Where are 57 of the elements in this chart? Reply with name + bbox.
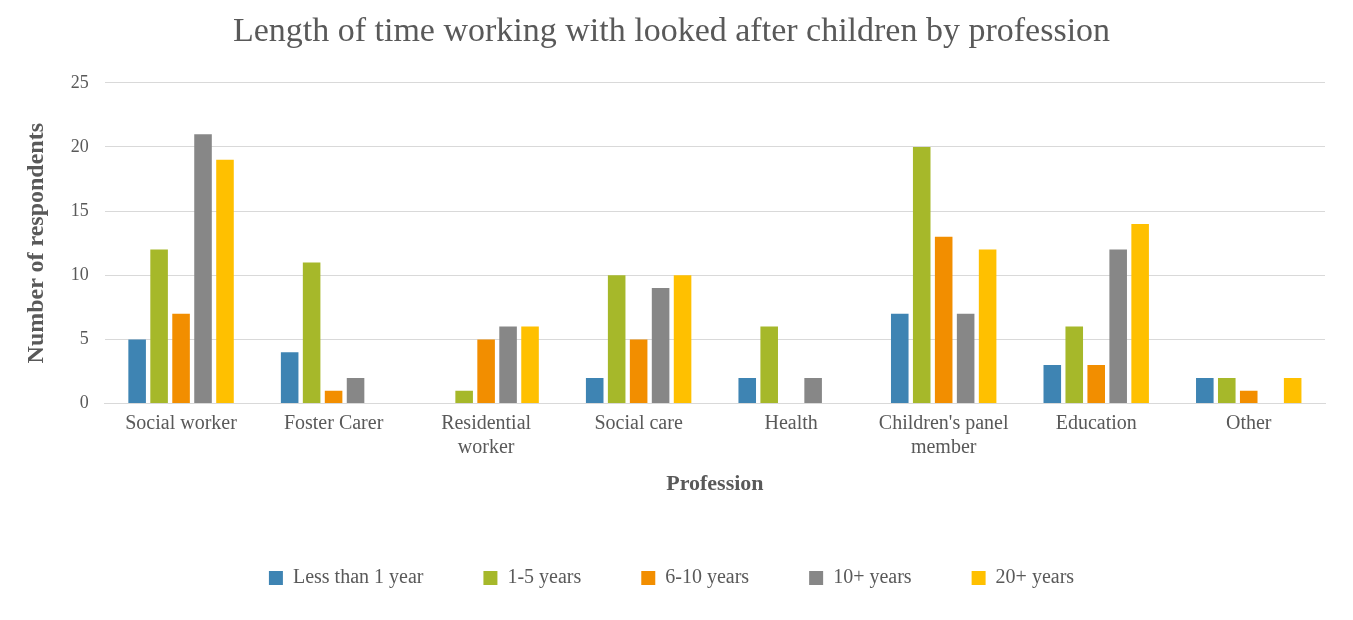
bar (1217, 377, 1236, 404)
bar (673, 275, 692, 404)
bar (651, 288, 670, 404)
bar (934, 236, 953, 404)
x-tick-label: Education (1055, 410, 1137, 433)
x-tick-label: Residential worker (441, 410, 532, 457)
bar (912, 146, 931, 404)
bar (760, 326, 778, 404)
bar (1239, 390, 1258, 404)
bar (128, 339, 146, 404)
bar (1196, 377, 1214, 404)
y-tick-label: 20 (70, 135, 89, 156)
y-tick-label: 10 (70, 264, 89, 285)
x-tick-label: Health (764, 410, 818, 433)
bar (956, 313, 975, 404)
chart-title: Length of time working with looked after children by profession (232, 11, 1111, 49)
x-tick-label: Social care (594, 410, 683, 433)
bar (172, 313, 190, 404)
legend-label: 1-5 years (507, 565, 582, 589)
bar (978, 249, 997, 404)
bar (150, 249, 168, 404)
y-tick-label: 0 (79, 392, 89, 413)
x-tick-label: Other (1225, 410, 1272, 433)
x-tick-label: Children's panel member (878, 410, 1009, 457)
y-tick-label: 25 (70, 71, 89, 92)
bar (455, 390, 473, 404)
bar (1087, 365, 1105, 404)
x-tick-label: Social worker (125, 410, 238, 433)
x-axis-title: Profession (666, 470, 764, 496)
bar (629, 339, 648, 404)
bar (804, 377, 822, 404)
bar (521, 326, 539, 404)
bar (890, 313, 909, 404)
bar (1065, 326, 1084, 404)
legend-label: 10+ years (833, 565, 912, 589)
bar (585, 377, 604, 404)
bar (1131, 223, 1149, 404)
bar (194, 134, 212, 404)
y-tick-label: 15 (70, 199, 89, 220)
bar (499, 326, 517, 404)
legend-label: 20+ years (995, 565, 1075, 589)
bar (302, 262, 321, 404)
bar (738, 377, 757, 404)
bar (346, 377, 365, 404)
bar (280, 352, 299, 404)
y-tick-label: 5 (79, 328, 89, 349)
bar (324, 390, 343, 404)
bar (477, 339, 495, 404)
y-axis-title: Number of respondents (21, 122, 48, 364)
legend-label: 6-10 years (665, 565, 750, 589)
bar (1283, 377, 1302, 404)
bar (216, 159, 234, 404)
bar (607, 275, 626, 404)
legend-label: Less than 1 year (292, 565, 424, 589)
bar (1109, 249, 1127, 404)
x-tick-label: Foster Carer (283, 410, 384, 433)
bar (1043, 365, 1062, 404)
